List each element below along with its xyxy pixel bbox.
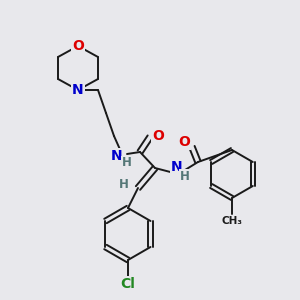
Text: O: O — [72, 39, 84, 53]
Text: N: N — [111, 149, 123, 163]
Text: H: H — [180, 169, 190, 182]
Text: CH₃: CH₃ — [221, 216, 242, 226]
Text: H: H — [119, 178, 129, 190]
Text: N: N — [171, 160, 183, 174]
Text: N: N — [72, 83, 84, 97]
Text: O: O — [178, 135, 190, 149]
Text: Cl: Cl — [121, 277, 135, 291]
Text: O: O — [152, 129, 164, 143]
Text: H: H — [122, 157, 132, 169]
